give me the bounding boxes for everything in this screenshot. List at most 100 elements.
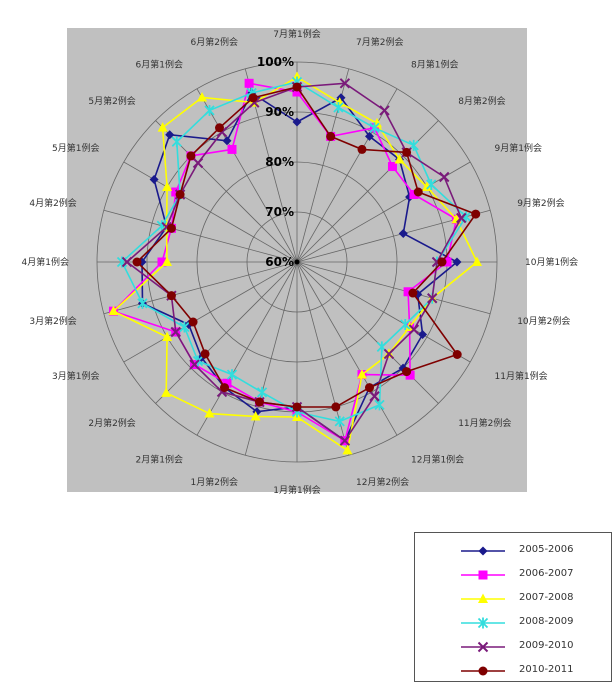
data-point xyxy=(292,82,302,92)
data-point xyxy=(157,122,168,132)
data-point xyxy=(333,101,344,113)
data-point xyxy=(339,435,351,446)
center-dot xyxy=(294,259,300,265)
data-point xyxy=(166,223,176,233)
legend-label: 2010-2011 xyxy=(519,664,574,675)
data-point xyxy=(405,370,415,380)
data-point xyxy=(121,256,133,268)
data-point xyxy=(478,666,488,676)
data-point xyxy=(252,407,262,417)
data-point xyxy=(426,179,437,190)
series-2010-2011 xyxy=(132,82,481,412)
grid xyxy=(96,61,498,463)
data-point xyxy=(170,326,181,338)
data-point xyxy=(108,305,119,316)
category-label: 6月第1例会 xyxy=(136,59,183,71)
data-point xyxy=(477,617,489,629)
data-point xyxy=(403,287,413,297)
category-label: 5月第1例会 xyxy=(52,142,99,154)
data-point xyxy=(200,349,210,359)
data-point xyxy=(477,641,489,653)
axis-spoke xyxy=(196,88,298,263)
data-point xyxy=(165,130,175,140)
category-label: 4月第1例会 xyxy=(22,256,69,268)
data-point xyxy=(398,229,408,239)
category-label: 12月第2例会 xyxy=(356,476,409,488)
data-point xyxy=(220,383,229,393)
tick-label: 80% xyxy=(265,155,294,169)
axis-spoke xyxy=(296,261,471,363)
data-point xyxy=(137,297,148,309)
data-point xyxy=(186,151,196,161)
data-point xyxy=(383,348,395,360)
data-point xyxy=(374,399,385,411)
legend-label: 2006-2007 xyxy=(519,568,574,579)
tick-label: 60% xyxy=(265,255,294,269)
legend-swatch xyxy=(461,617,505,629)
data-point xyxy=(455,212,467,224)
data-point xyxy=(427,293,438,304)
data-point xyxy=(400,319,411,330)
data-point xyxy=(248,93,258,103)
data-point xyxy=(408,324,420,335)
data-point xyxy=(369,122,380,134)
category-label: 4月第2例会 xyxy=(29,197,76,209)
category-label: 3月第2例会 xyxy=(29,315,76,327)
data-point xyxy=(365,131,374,141)
category-label: 7月第2例会 xyxy=(356,36,403,48)
data-point xyxy=(197,91,207,102)
series-layer xyxy=(108,71,482,455)
data-point xyxy=(331,402,341,412)
data-point xyxy=(292,402,302,412)
radar-chart: 60% 70% 80% 90% 100% 7月第1例会 7月第2例会 8月第1例会 8月第2例… xyxy=(22,28,578,496)
data-point xyxy=(418,330,428,339)
category-label: 6月第2例会 xyxy=(191,36,238,48)
data-point xyxy=(132,257,142,267)
legend-label: 2009-2010 xyxy=(519,640,574,651)
data-point xyxy=(171,136,182,148)
legend: 2005-2006 2006-2007 2007-2008 2008-2009 2009… xyxy=(414,532,612,682)
data-point xyxy=(192,157,204,169)
tick-label: 100% xyxy=(257,55,294,69)
data-point xyxy=(357,369,367,379)
legend-item: 2009-2010 xyxy=(415,635,611,659)
data-point xyxy=(379,105,390,116)
data-point xyxy=(408,288,418,298)
data-point xyxy=(326,131,336,141)
data-point xyxy=(244,78,254,88)
data-point xyxy=(222,378,232,388)
category-label: 8月第2例会 xyxy=(458,95,505,107)
data-point xyxy=(175,190,185,199)
category-label: 11月第2例会 xyxy=(458,417,511,429)
data-point xyxy=(189,359,200,370)
axis-spoke xyxy=(296,261,491,315)
data-point xyxy=(250,411,261,421)
data-point xyxy=(292,117,302,127)
data-point xyxy=(227,144,237,154)
category-label: 10月第1例会 xyxy=(525,256,578,268)
data-point xyxy=(149,175,159,184)
data-point xyxy=(365,383,374,393)
data-point xyxy=(452,257,462,267)
data-point xyxy=(161,387,172,397)
legend-swatch xyxy=(461,570,505,580)
category-label: 3月第1例会 xyxy=(52,370,99,382)
axis-spoke xyxy=(296,261,439,404)
data-point xyxy=(471,209,481,219)
data-point xyxy=(409,190,419,199)
legend-swatch xyxy=(461,641,505,653)
data-point xyxy=(162,181,173,191)
data-point xyxy=(437,257,447,267)
axis-spoke xyxy=(196,261,298,436)
data-point xyxy=(179,321,190,333)
category-label: 11月第1例会 xyxy=(495,370,548,382)
axis-spoke xyxy=(123,261,298,363)
tick-labels: 60% 70% 80% 90% 100% xyxy=(257,55,294,269)
axis-spoke xyxy=(296,88,398,263)
category-label: 9月第1例会 xyxy=(495,142,542,154)
data-point xyxy=(478,570,488,580)
category-label: 10月第2例会 xyxy=(517,315,570,327)
data-point xyxy=(188,317,198,327)
category-label: 1月第2例会 xyxy=(191,476,238,488)
legend-label: 2005-2006 xyxy=(519,544,574,555)
